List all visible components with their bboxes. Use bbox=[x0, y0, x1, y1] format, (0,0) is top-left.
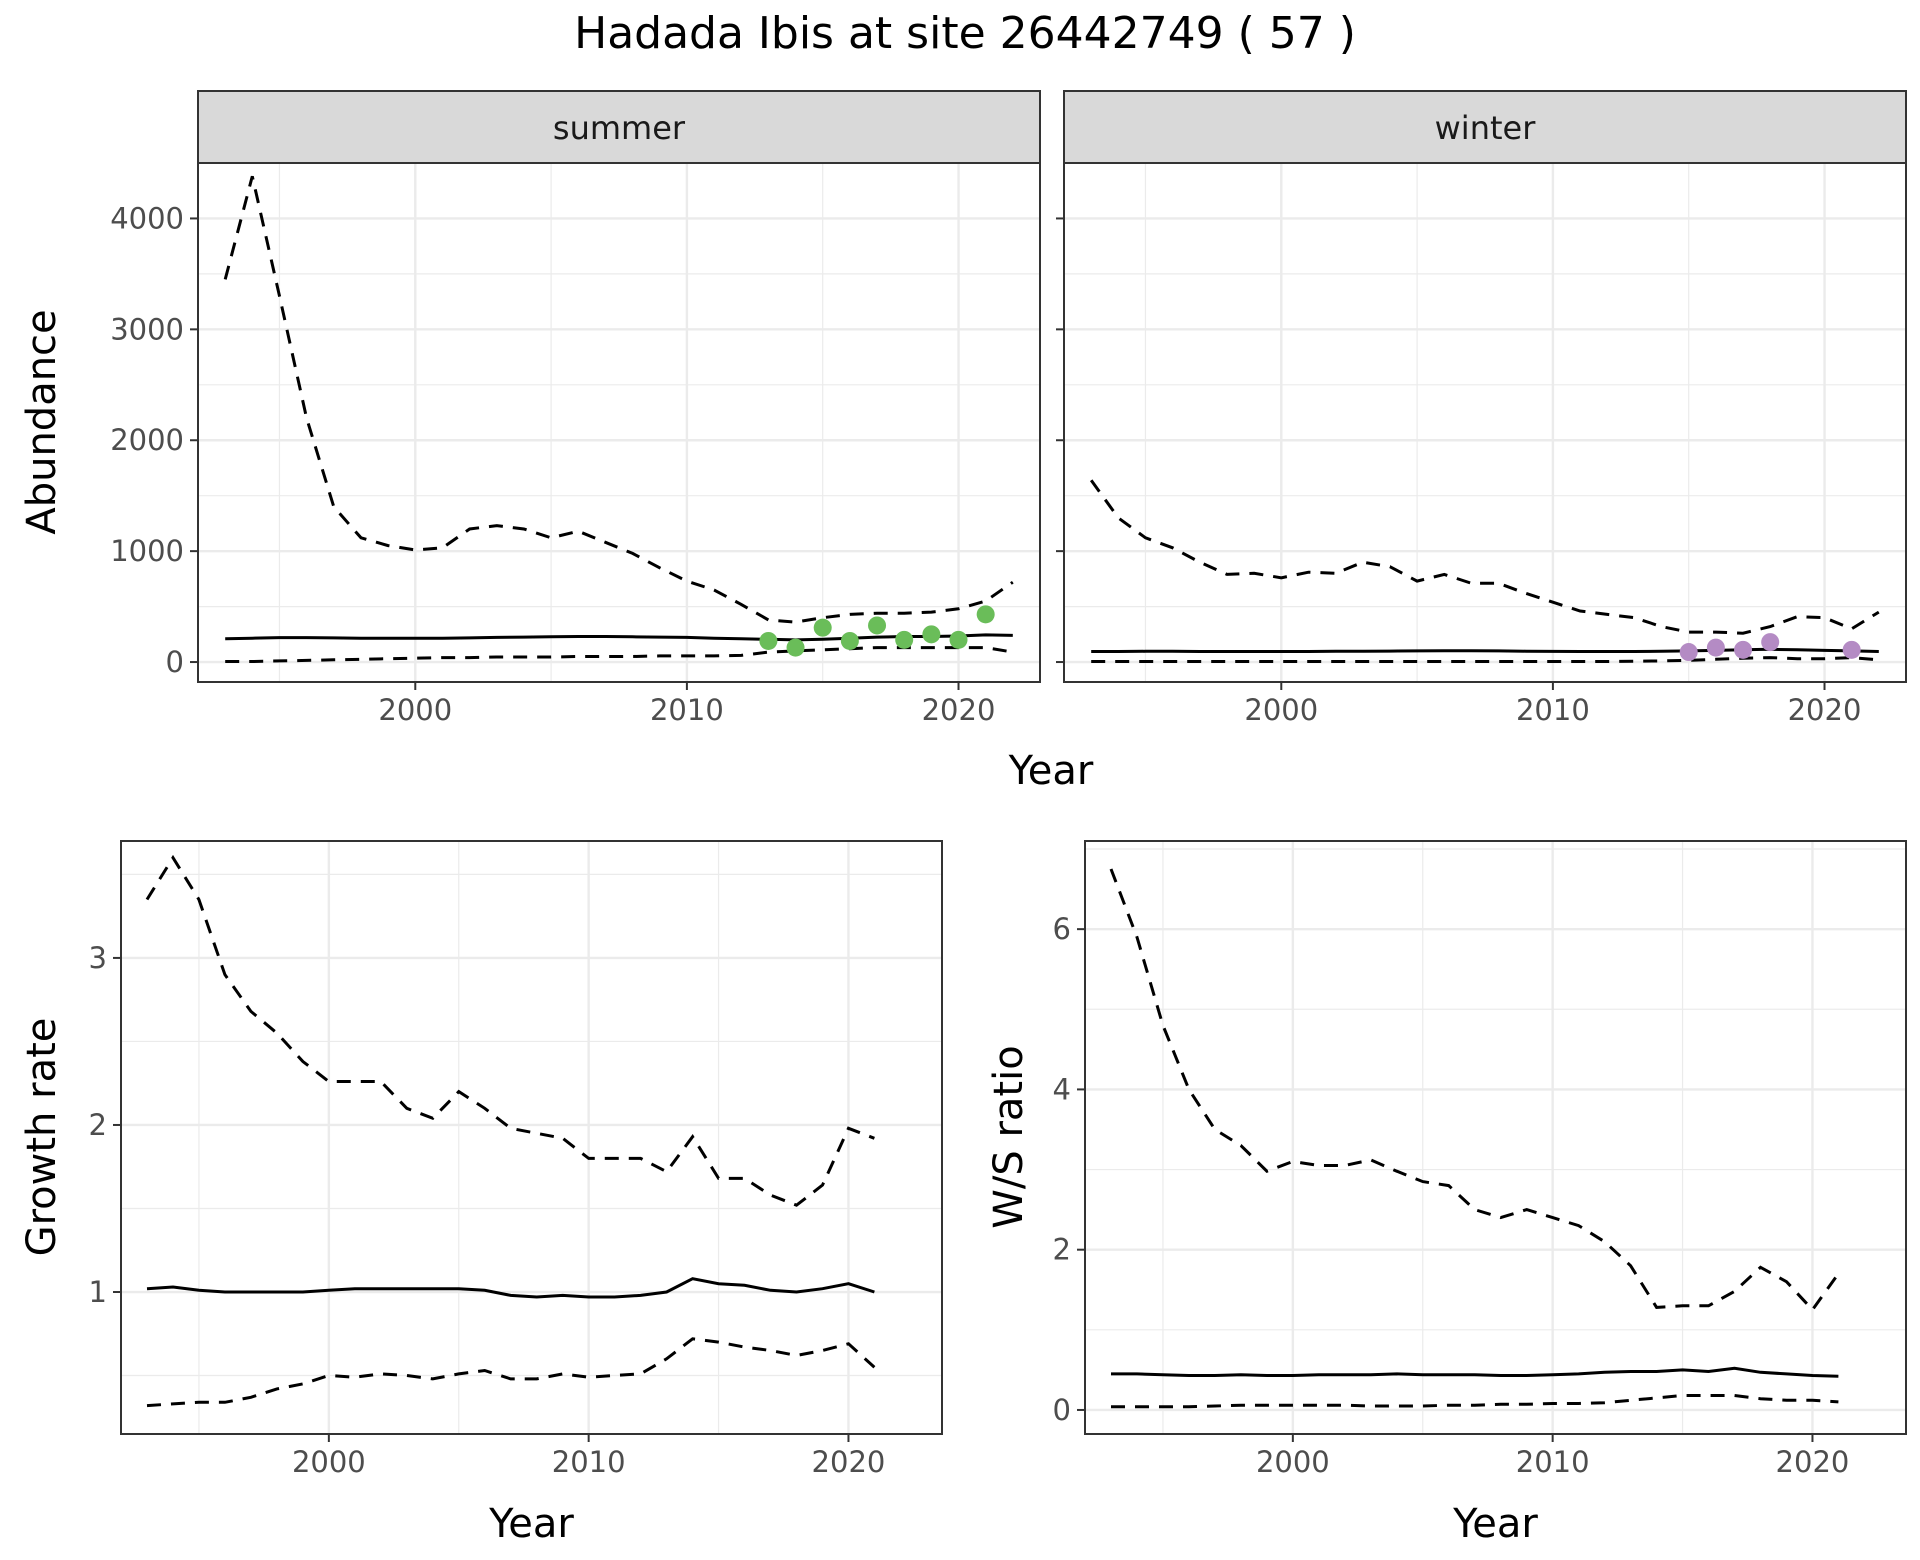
y-axis-title: Abundance bbox=[19, 309, 65, 534]
y-tick-label: 3000 bbox=[110, 312, 184, 346]
x-tick-label: 2010 bbox=[1516, 1445, 1590, 1479]
facet-strip bbox=[197, 90, 1041, 164]
x-tick-label: 2010 bbox=[1516, 693, 1590, 727]
y-tick-label: 2000 bbox=[110, 423, 184, 457]
facet-strip bbox=[1063, 90, 1907, 164]
x-tick-label: 2020 bbox=[812, 1445, 886, 1479]
data-point bbox=[949, 630, 968, 649]
y-axis-title: Growth rate bbox=[19, 1018, 65, 1257]
x-axis-title: Year bbox=[1008, 748, 1094, 794]
y-tick-label: 0 bbox=[1053, 1393, 1071, 1427]
x-tick-label: 2010 bbox=[552, 1445, 626, 1479]
mean-line bbox=[225, 633, 1013, 642]
facet-strip-label: winter bbox=[1435, 109, 1537, 147]
x-tick-label: 2020 bbox=[1776, 1445, 1850, 1479]
y-tick-label: 2 bbox=[89, 1108, 107, 1142]
x-axis-title: Year bbox=[1452, 1501, 1538, 1547]
y-tick-label: 2 bbox=[1053, 1233, 1071, 1267]
facet-strip-label: summer bbox=[553, 109, 686, 147]
y-tick-label: 0 bbox=[166, 645, 184, 679]
facet-panel-summer: summer 2000 2010 2020 0 1000 2000 3000 4000 bbox=[110, 90, 1041, 727]
x-tick-label: 2000 bbox=[378, 693, 452, 727]
data-point bbox=[813, 618, 832, 637]
abundance-chart: summer 2000 2010 2020 0 1000 2000 3000 4000 winte… bbox=[19, 90, 1907, 794]
mean-line bbox=[1091, 647, 1879, 653]
x-tick-label: 2000 bbox=[292, 1445, 366, 1479]
mean-line bbox=[146, 1277, 875, 1299]
data-point bbox=[840, 631, 859, 650]
data-point bbox=[759, 631, 778, 650]
y-tick-label: 1 bbox=[89, 1275, 107, 1309]
y-tick-label: 4000 bbox=[110, 201, 184, 235]
lower-bound-line bbox=[146, 1337, 876, 1408]
lower-bound-line bbox=[1091, 656, 1879, 663]
y-tick-label: 4 bbox=[1053, 1072, 1071, 1106]
data-point bbox=[1761, 633, 1780, 652]
data-point bbox=[895, 630, 914, 649]
data-point bbox=[1842, 640, 1861, 659]
data-point bbox=[922, 625, 941, 644]
facet-panel-winter: winter 2000 2010 2020 bbox=[1056, 90, 1907, 727]
x-tick-label: 2000 bbox=[1244, 693, 1318, 727]
data-point bbox=[1706, 638, 1725, 657]
panel-border bbox=[197, 162, 1041, 683]
x-tick-label: 2010 bbox=[650, 693, 724, 727]
upper-bound-line bbox=[1089, 479, 1880, 635]
panel-border bbox=[1084, 840, 1907, 1435]
y-tick-label: 3 bbox=[89, 941, 107, 975]
panel-border bbox=[1063, 162, 1907, 683]
data-point bbox=[1734, 640, 1753, 659]
x-tick-label: 2020 bbox=[1788, 693, 1862, 727]
lower-bound-line bbox=[225, 646, 1014, 663]
panel-border bbox=[120, 840, 943, 1435]
data-point bbox=[1679, 643, 1698, 662]
ws-ratio-chart: 2000 2010 2020 0 2 4 6 Year W/S ratio bbox=[986, 840, 1907, 1547]
x-tick-label: 2020 bbox=[922, 693, 996, 727]
data-point bbox=[786, 638, 805, 657]
growth-rate-chart: 2000 2010 2020 1 2 3 Year Growth rate bbox=[19, 840, 943, 1547]
lower-bound-line bbox=[1111, 1394, 1839, 1409]
upper-bound-line bbox=[145, 854, 875, 1207]
upper-bound-line bbox=[223, 175, 1014, 624]
y-tick-label: 1000 bbox=[110, 534, 184, 568]
data-point bbox=[976, 605, 995, 624]
mean-line bbox=[1111, 1366, 1839, 1378]
x-tick-label: 2000 bbox=[1256, 1445, 1330, 1479]
x-axis-title: Year bbox=[488, 1501, 574, 1547]
y-tick-label: 6 bbox=[1053, 912, 1071, 946]
data-point bbox=[868, 616, 887, 635]
y-axis-title: W/S ratio bbox=[986, 1045, 1032, 1228]
figure-title: Hadada Ibis at site 26442749 ( 57 ) bbox=[574, 8, 1356, 59]
